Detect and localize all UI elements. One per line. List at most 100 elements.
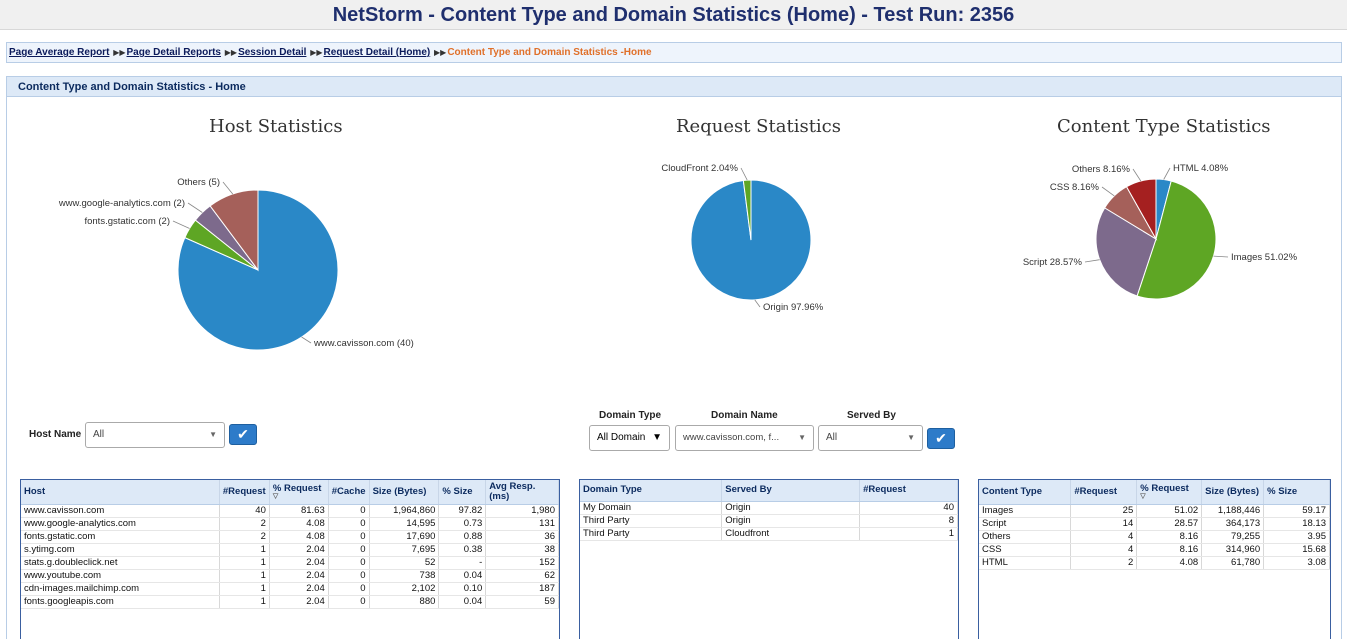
domain-type-select[interactable]: All Domain ▼ <box>589 425 670 451</box>
served-by-select[interactable]: All ▼ <box>818 425 923 451</box>
panel-title: Content Type and Domain Statistics - Hom… <box>7 77 1341 97</box>
host-table-cell: 131 <box>485 517 559 531</box>
content-table-row[interactable]: CSS 4 8.16 314,960 15.68 <box>979 543 1330 557</box>
breadcrumb-page-detail-reports[interactable]: Page Detail Reports <box>126 47 221 58</box>
host-table-cell: 2.04 <box>269 556 329 570</box>
col-domain-type[interactable]: Domain Type <box>580 480 723 502</box>
domain-table-row[interactable]: Third Party Origin 8 <box>580 514 958 528</box>
host-name-select[interactable]: All ▼ <box>85 422 225 448</box>
host-table-row[interactable]: www.youtube.com 1 2.04 0 738 0.04 62 <box>21 569 559 583</box>
col-cache[interactable]: #Cache <box>328 480 370 505</box>
host-table-row[interactable]: www.cavisson.com 40 81.63 0 1,964,860 97.82 1,… <box>21 504 559 518</box>
col-request-pct-label: % Request <box>272 482 322 494</box>
host-table-cell: 2.04 <box>269 595 329 609</box>
host-statisticsconnector-0 <box>301 336 312 344</box>
domain-table-row[interactable]: My Domain Origin 40 <box>580 501 958 515</box>
checkmark-icon: ✔ <box>237 426 249 442</box>
host-table-row[interactable]: stats.g.doubleclick.net 1 2.04 0 52-152 <box>21 556 559 570</box>
col-content-size-pct[interactable]: % Size <box>1263 480 1330 505</box>
col-host[interactable]: Host <box>21 480 220 505</box>
content-table-cell: 25 <box>1070 504 1138 518</box>
content-type-statisticsconnector-3 <box>1101 186 1115 197</box>
col-domain-request[interactable]: #Request <box>859 480 958 502</box>
host-statisticslabel-2: www.google-analytics.com (2) <box>58 198 185 209</box>
domain-table: Domain Type Served By #Request My Domain… <box>580 480 958 541</box>
content-table-row[interactable]: Images 25 51.02 1,188,446 59.17 <box>979 504 1330 518</box>
col-size-pct[interactable]: % Size <box>438 480 487 505</box>
col-content-request[interactable]: #Request <box>1070 480 1138 505</box>
domain-apply-button[interactable]: ✔ <box>927 428 955 449</box>
content-table-cell: CSS <box>979 543 1072 557</box>
content-table-cell: 59.17 <box>1263 504 1330 518</box>
host-table-cell: 4.08 <box>269 517 329 531</box>
host-table-cell: 7,695 <box>369 543 440 557</box>
request-statisticslabel-1: CloudFront 2.04% <box>661 163 738 174</box>
col-request-pct[interactable]: % Request ▽ <box>269 480 329 505</box>
host-table-row[interactable]: fonts.gstatic.com 2 4.08 0 17,690 0.88 36 <box>21 530 559 544</box>
host-statisticslabel-3: Others (5) <box>177 177 220 188</box>
host-table-row[interactable]: www.google-analytics.com 2 4.08 0 14,595 0.73… <box>21 517 559 531</box>
host-table-cell: 0 <box>328 569 370 583</box>
host-apply-button[interactable]: ✔ <box>229 424 257 445</box>
host-table-cell: 62 <box>485 569 559 583</box>
host-statisticsslice-3[interactable] <box>209 189 259 272</box>
request-statisticsslice-1[interactable] <box>742 179 752 241</box>
host-statisticsconnector-1 <box>172 220 190 229</box>
breadcrumb-separator-icon: ▶▶ <box>434 48 447 57</box>
host-chart-title: Host Statistics <box>209 116 343 137</box>
host-statisticsconnector-3 <box>222 181 234 195</box>
host-statisticsconnector-2 <box>187 202 203 213</box>
col-content-type[interactable]: Content Type <box>979 480 1072 505</box>
host-table-cell: 59 <box>485 595 559 609</box>
host-table-cell: 1 <box>219 556 270 570</box>
content-type-statisticslabel-4: Others 8.16% <box>1072 164 1131 175</box>
breadcrumb-session-detail[interactable]: Session Detail <box>238 47 307 58</box>
breadcrumb-request-detail[interactable]: Request Detail (Home) <box>323 47 431 58</box>
content-table-cell: 314,960 <box>1201 543 1265 557</box>
col-content-request-pct[interactable]: % Request ▽ <box>1136 480 1203 505</box>
content-type-statisticsslice-4[interactable] <box>1125 178 1157 241</box>
col-content-size[interactable]: Size (Bytes) <box>1201 480 1265 505</box>
content-table-row[interactable]: HTML 2 4.08 61,780 3.08 <box>979 556 1330 570</box>
host-table-cell: 0.38 <box>438 543 487 557</box>
host-table-row[interactable]: fonts.googleapis.com 1 2.04 0 880 0.04 59 <box>21 595 559 609</box>
domain-name-select[interactable]: www.cavisson.com, f... ▼ <box>675 425 814 451</box>
domain-name-value: www.cavisson.com, f... <box>683 432 780 443</box>
content-table-container: Content Type #Request % Request ▽ Size (B… <box>978 479 1331 639</box>
request-chart-title: Request Statistics <box>676 116 841 137</box>
host-table-cell: 1,980 <box>485 504 559 518</box>
host-table-cell: 0 <box>328 582 370 596</box>
statistics-panel: Content Type and Domain Statistics - Hom… <box>6 76 1342 639</box>
domain-table-cell: Origin <box>721 501 861 515</box>
host-table-cell: 1 <box>219 595 270 609</box>
host-table-cell: 880 <box>369 595 440 609</box>
col-avg-resp[interactable]: Avg Resp. (ms) <box>485 480 559 505</box>
host-table-cell: 2 <box>219 530 270 544</box>
content-table-cell: 8.16 <box>1136 543 1203 557</box>
chevron-down-icon: ▼ <box>798 433 806 442</box>
content-table-row[interactable]: Script 14 28.57 364,173 18.13 <box>979 517 1330 531</box>
domain-table-row[interactable]: Third Party Cloudfront 1 <box>580 527 958 541</box>
host-table-cell: 52 <box>369 556 440 570</box>
content-table-cell: HTML <box>979 556 1072 570</box>
breadcrumb-page-average-report[interactable]: Page Average Report <box>9 47 110 58</box>
domain-table-cell: Third Party <box>580 514 723 528</box>
host-table-cell: 17,690 <box>369 530 440 544</box>
request-statisticslabel-0: Origin 97.96% <box>763 302 824 313</box>
content-type-statisticslabel-2: Script 28.57% <box>1023 257 1083 268</box>
col-served-by[interactable]: Served By <box>721 480 861 502</box>
sort-desc-icon: ▽ <box>1140 492 1146 500</box>
domain-table-cell: 8 <box>859 514 958 528</box>
breadcrumb: Page Average Report ▶▶ Page Detail Report… <box>6 42 1342 63</box>
host-table-row[interactable]: s.ytimg.com 1 2.04 0 7,695 0.38 38 <box>21 543 559 557</box>
host-table-cell: 2.04 <box>269 569 329 583</box>
host-table-cell: 0.73 <box>438 517 487 531</box>
col-size[interactable]: Size (Bytes) <box>369 480 440 505</box>
content-table-row[interactable]: Others 4 8.16 79,255 3.95 <box>979 530 1330 544</box>
title-bar: NetStorm - Content Type and Domain Stati… <box>0 0 1347 30</box>
host-statisticslabel-0: www.cavisson.com (40) <box>313 338 414 349</box>
content-type-statisticsslice-2[interactable] <box>1095 207 1157 297</box>
col-request-count[interactable]: #Request <box>219 480 270 505</box>
host-table-row[interactable]: cdn-images.mailchimp.com 1 2.04 0 2,102 0.10 1… <box>21 582 559 596</box>
